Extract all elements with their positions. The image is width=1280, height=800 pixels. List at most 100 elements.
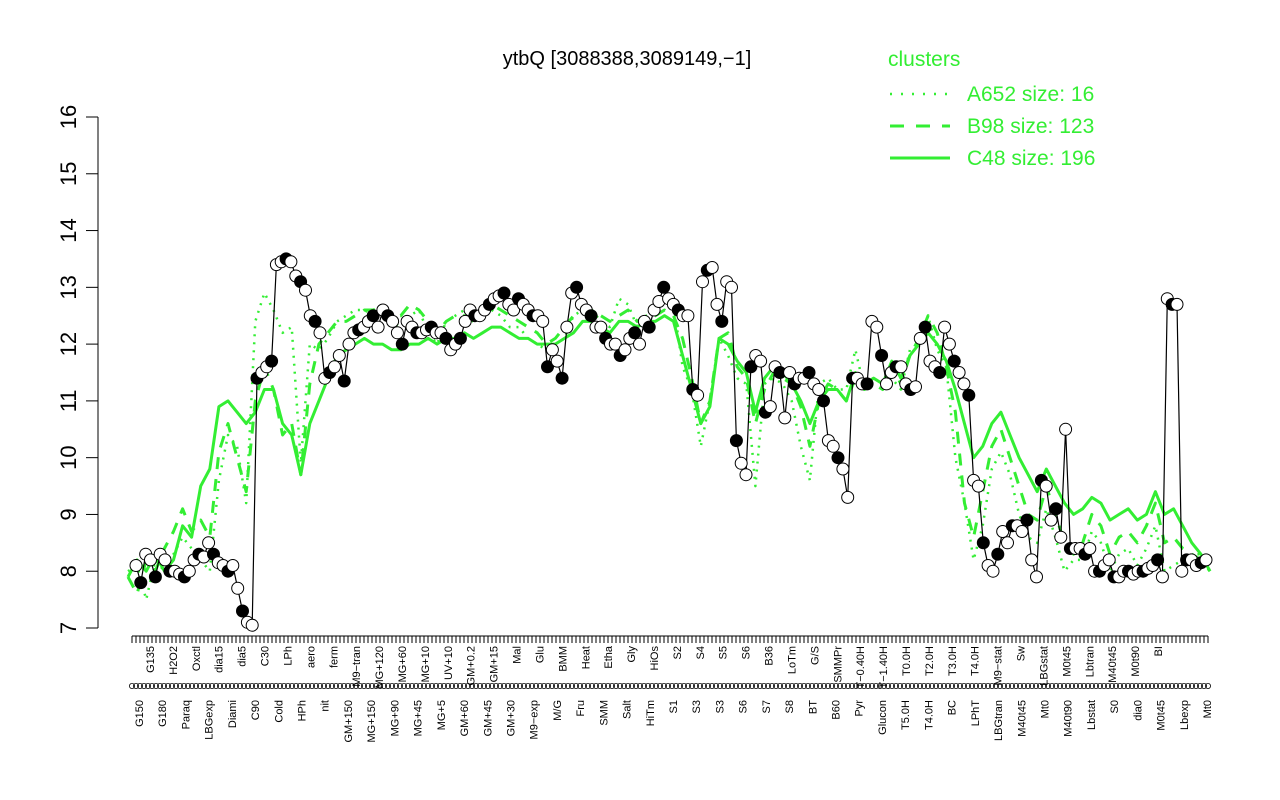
x-rug-mark [537, 683, 544, 690]
x-tick-label: HiTm [645, 700, 657, 726]
x-rug-mark [945, 683, 952, 690]
data-point [236, 604, 249, 618]
x-tick-label: GM+30 [505, 700, 517, 736]
data-point [284, 255, 298, 269]
x-rug-mark [444, 683, 451, 690]
gene-profile-line [135, 258, 1207, 627]
x-rug-mark [212, 683, 219, 690]
x-rug-mark [529, 683, 536, 690]
x-tick-label: SMMPr [832, 646, 844, 683]
data-point [831, 451, 845, 465]
x-rug-mark [220, 683, 227, 690]
x-rug-mark [408, 683, 415, 690]
legend-entry-c48: C48 size: 196 [967, 147, 1095, 170]
data-point [265, 354, 279, 368]
x-tick-label: Lbstat [1086, 700, 1098, 730]
x-rug-mark [416, 683, 423, 690]
data-point [976, 536, 990, 550]
x-tick-label: S3 [691, 700, 703, 713]
x-rug-mark [1073, 683, 1080, 690]
data-point [371, 320, 385, 334]
x-rug-mark [412, 683, 419, 690]
x-tick-label: M40t90 [1063, 700, 1075, 737]
x-tick-label: T4.0H [923, 700, 935, 730]
x-tick-label: BI [1153, 646, 1165, 656]
data-point [332, 349, 346, 362]
data-point [134, 576, 148, 590]
x-rug-mark [188, 683, 195, 690]
x-rug-mark [1093, 683, 1100, 690]
x-rug-mark [160, 683, 167, 690]
data-point [875, 349, 889, 362]
x-rug-mark [681, 683, 688, 690]
x-tick-label: G180 [157, 700, 169, 727]
x-rug-mark [1029, 683, 1036, 690]
x-rug-mark [1081, 683, 1088, 690]
x-tick-label: HiOs [649, 646, 661, 671]
data-point [439, 331, 453, 345]
x-rug-mark [488, 683, 495, 690]
x-tick-label: S0 [1109, 700, 1121, 713]
x-tick-label: MG+120 [374, 646, 386, 689]
x-tick-label: M0t45 [1061, 646, 1073, 677]
x-tick-label: LPh [282, 646, 294, 666]
x-tick-label: BT [807, 700, 819, 714]
x-rug-mark [128, 683, 135, 690]
x-rug-mark [356, 683, 363, 690]
x-rug-mark [1169, 683, 1176, 690]
x-rug-mark [661, 683, 668, 690]
x-tick-label: Lbtran [1084, 646, 1096, 677]
data-point [313, 326, 327, 340]
data-point [550, 354, 564, 368]
x-tick-label: C30 [260, 646, 272, 666]
x-tick-label: S3 [714, 700, 726, 713]
x-tick-label: GM+15 [489, 646, 501, 682]
x-rug-mark [825, 683, 832, 690]
x-rug-mark [276, 683, 283, 690]
y-tick-label: 12 [56, 332, 81, 356]
x-rug-mark [320, 683, 327, 690]
x-rug-mark [889, 683, 896, 690]
x-rug-mark [448, 683, 455, 690]
x-tick-label: Sw [1016, 646, 1028, 661]
x-rug-mark [645, 683, 652, 690]
legend-entry-a652: A652 size: 16 [967, 83, 1094, 106]
x-rug-mark [805, 683, 812, 690]
x-rug-mark [192, 683, 199, 690]
x-tick-label: H2O2 [168, 646, 180, 675]
series-line-b98 [126, 302, 1212, 596]
data-point [1102, 553, 1116, 567]
x-tick-label: M40t45 [1107, 646, 1119, 683]
data-point [870, 320, 884, 334]
x-rug-mark [1177, 683, 1184, 690]
legend: clusters A652 size: 16 B98 size: 123 C48… [888, 48, 1095, 170]
y-tick-label: 11 [56, 389, 81, 412]
data-point [545, 343, 559, 357]
x-rug-mark [785, 683, 792, 690]
x-tick-label: S8 [784, 700, 796, 713]
x-rug-mark [545, 683, 552, 690]
x-rug-mark [557, 683, 564, 690]
data-point [933, 366, 947, 379]
x-rug-mark [1193, 683, 1200, 690]
x-rug-mark [1053, 683, 1060, 690]
x-rug-mark [1145, 683, 1152, 690]
data-point [129, 559, 143, 572]
x-tick-label: MG+5 [436, 700, 448, 730]
x-tick-label: Lbexp [1179, 700, 1191, 730]
x-rug-mark [492, 683, 499, 690]
y-tick-label: 16 [56, 105, 81, 129]
x-rug-mark [1077, 683, 1084, 690]
x-tick-label: Mal [512, 646, 524, 664]
x-rug-mark [304, 683, 311, 690]
data-point [628, 326, 642, 340]
data-point [1044, 513, 1058, 527]
data-point [710, 297, 724, 311]
legend-title: clusters [888, 48, 960, 71]
x-tick-label: GM+150 [343, 700, 355, 743]
x-rug-mark [961, 683, 968, 690]
x-rug-mark [420, 683, 427, 690]
x-rug-mark [581, 683, 588, 690]
x-tick-label: aero [305, 646, 317, 668]
y-tick-label: 10 [56, 445, 81, 469]
